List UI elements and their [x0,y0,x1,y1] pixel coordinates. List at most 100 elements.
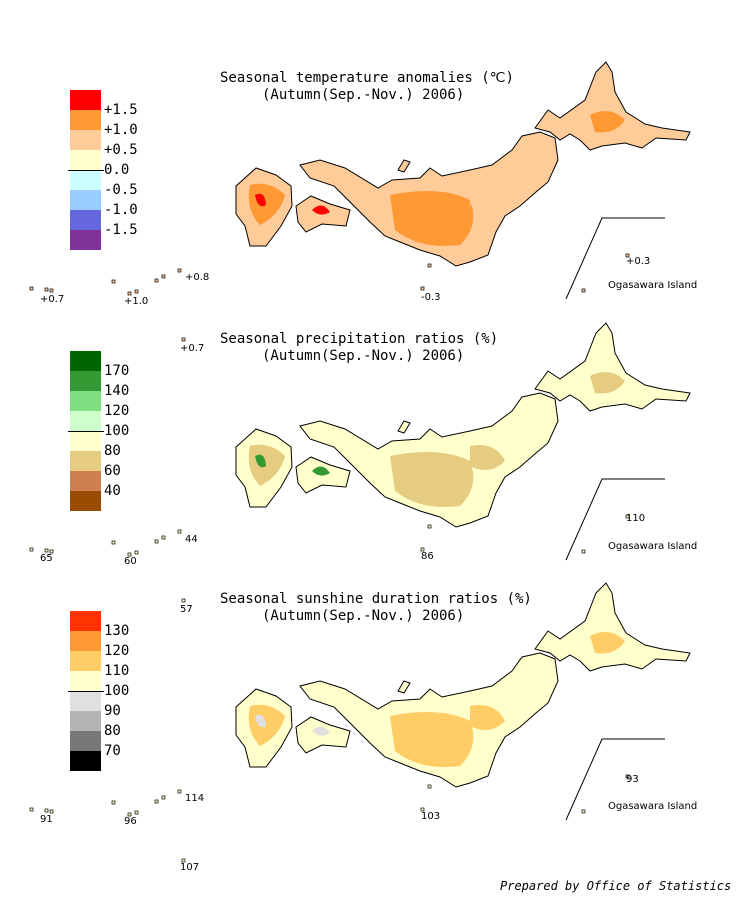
ogasawara-label: Ogasawara Island [608,541,698,552]
island-hokkaido [535,62,690,150]
coastline [534,322,691,412]
coastline [295,716,351,754]
legend-swatch [70,651,101,671]
legend-label: 120 [104,403,130,419]
anomaly-region [312,205,330,215]
legend-label: 70 [104,743,121,759]
small-island [581,288,586,293]
map-title: Seasonal sunshine duration ratios (%) [220,591,532,607]
anomaly-region [390,712,474,767]
legend-label: 80 [104,443,121,459]
station-value-amami: 114 [185,793,205,804]
small-island [127,812,132,817]
legend-label: 100 [104,683,130,699]
station-value-okinawa: +1.0 [124,296,149,307]
small-island [625,774,630,779]
small-island [154,539,159,544]
small-island [29,286,34,291]
coastline [295,195,351,233]
coastline [534,61,691,151]
legend-zero-line [68,691,104,692]
legend-swatch [70,391,101,411]
island-sado [398,160,410,172]
legend-swatch [70,611,101,631]
anomaly-region [390,191,474,246]
station-value-yaeyama: 65 [40,553,53,564]
legend-label: -1.0 [104,202,138,218]
small-island [49,549,54,554]
station-value-chichijima: +0.3 [626,256,651,267]
anomaly-region [255,714,266,728]
legend-label: 90 [104,703,121,719]
small-island [420,547,425,552]
station-value-minamitorishima: 57 [180,604,193,615]
small-island [625,253,630,258]
island-hokkaido [535,323,690,411]
legend-zero-line [68,170,104,171]
legend-swatch [70,351,101,371]
legend-zero-line [68,431,104,432]
credit-text: Prepared by Office of Statistics [500,879,732,893]
island-sado [398,421,410,433]
small-island [427,784,432,789]
anomaly-region [470,705,505,730]
anomaly-region [312,466,330,476]
small-island [111,540,116,545]
legend-swatch [70,671,101,691]
legend-label: -0.5 [104,182,138,198]
legend-swatch [70,150,101,170]
legend-swatch [70,130,101,150]
small-island [177,529,182,534]
anomaly-region [255,454,266,468]
coastline [299,652,559,788]
small-island [134,289,139,294]
legend-swatch [70,491,101,511]
island-sado [398,681,410,693]
inset-boundary-line [565,478,665,561]
legend-label: 100 [104,423,130,439]
legend-label: 60 [104,463,121,479]
island-hokkaido [535,583,690,671]
legend-label: 120 [104,643,130,659]
small-island [127,291,132,296]
legend-swatch [70,711,101,731]
coastline [397,680,411,694]
small-island [44,548,49,553]
small-island [177,268,182,273]
small-island [29,807,34,812]
station-value-minamitorishima: +0.7 [180,343,205,354]
legend-swatch [70,110,101,130]
legend-label: +1.0 [104,122,138,138]
small-island [134,550,139,555]
map-title: Seasonal temperature anomalies (℃) [220,70,514,86]
anomaly-region [590,372,625,394]
small-island [420,286,425,291]
legend-swatch [70,90,101,110]
map-subtitle: (Autumn(Sep.-Nov.) 2006) [262,87,465,103]
anomaly-region [255,193,266,207]
legend-label: +0.5 [104,142,138,158]
small-island [154,799,159,804]
small-island [29,547,34,552]
station-value-amami: +0.8 [185,272,210,283]
small-island [427,524,432,529]
station-value-okinawa: 60 [124,556,137,567]
small-island [154,278,159,283]
small-island [420,807,425,812]
legend-swatch [70,631,101,651]
legend-swatch [70,411,101,431]
small-island [161,795,166,800]
coastline [397,420,411,434]
small-island [161,535,166,540]
coastline [295,456,351,494]
legend-label: +1.5 [104,102,138,118]
inset-boundary-line [565,217,665,300]
legend-label: 140 [104,383,130,399]
anomaly-region [590,111,625,133]
legend-label: 170 [104,363,130,379]
small-island [111,279,116,284]
small-island [44,287,49,292]
small-island [181,598,186,603]
small-island [111,800,116,805]
